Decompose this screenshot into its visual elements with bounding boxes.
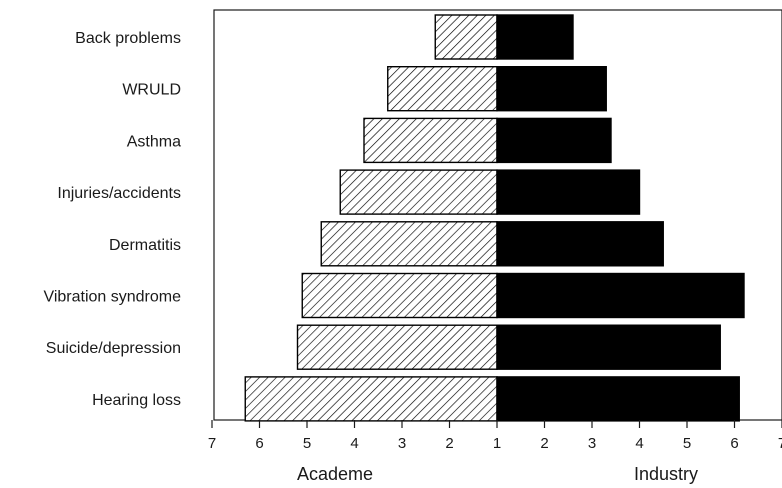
bar-academe-back-problems (434, 14, 498, 60)
tick-left-5-label: 5 (303, 435, 311, 452)
bar-industry-hearing-loss (496, 376, 740, 422)
bar-industry-asthma (496, 117, 612, 164)
bar-academe-dermatitis (320, 221, 498, 267)
bar-industry-vibration-syndrome (496, 272, 745, 319)
bar-industry-dermatitis (496, 221, 664, 267)
tick-left-1-label: 1 (493, 435, 501, 452)
category-labels: Back problems WRULD Asthma Injuries/acciden… (43, 30, 181, 409)
bar-academe-asthma (363, 117, 498, 164)
tick-right-3-label: 3 (588, 435, 596, 452)
bar-industry-injuries-accidents (496, 169, 641, 215)
tick-left-6-label: 6 (255, 435, 263, 452)
academe-label: Academe (297, 464, 373, 484)
bar-industry-suicide-depression (496, 324, 721, 370)
bar-academe-wruld (387, 65, 498, 112)
category-label-back-problems: Back problems (75, 30, 181, 47)
tick-right-6-label: 6 (730, 435, 738, 452)
tick-left-7-label: 7 (208, 435, 216, 452)
tick-left-3-label: 3 (398, 435, 406, 452)
bars-group (244, 14, 745, 422)
tick-right-4-label: 4 (635, 435, 643, 452)
industry-label: Industry (634, 464, 698, 484)
category-label-hearing-loss: Hearing loss (92, 392, 181, 409)
bar-academe-suicide-depression (296, 324, 498, 370)
tick-right-2-label: 2 (540, 435, 548, 452)
bar-academe-injuries-accidents (339, 169, 498, 215)
category-label-suicide-depression: Suicide/depression (46, 340, 181, 357)
category-label-asthma: Asthma (127, 133, 181, 150)
category-label-wruld: WRULD (122, 82, 181, 99)
tick-left-2-label: 2 (445, 435, 453, 452)
bar-industry-wruld (496, 65, 607, 112)
category-label-vibration-syndrome: Vibration syndrome (43, 289, 181, 306)
bar-industry-back-problems (496, 14, 574, 60)
bar-academe-hearing-loss (244, 376, 498, 422)
tick-right-5-label: 5 (683, 435, 691, 452)
category-label-dermatitis: Dermatitis (109, 237, 181, 254)
bar-academe-vibration-syndrome (301, 272, 498, 319)
tick-right-7-label: 7 (778, 435, 782, 452)
tick-left-4-label: 4 (350, 435, 358, 452)
x-axis-ticks: 7 6 5 4 3 2 1 2 3 4 5 6 7 (208, 420, 782, 452)
category-label-injuries-accidents: Injuries/accidents (57, 185, 181, 202)
